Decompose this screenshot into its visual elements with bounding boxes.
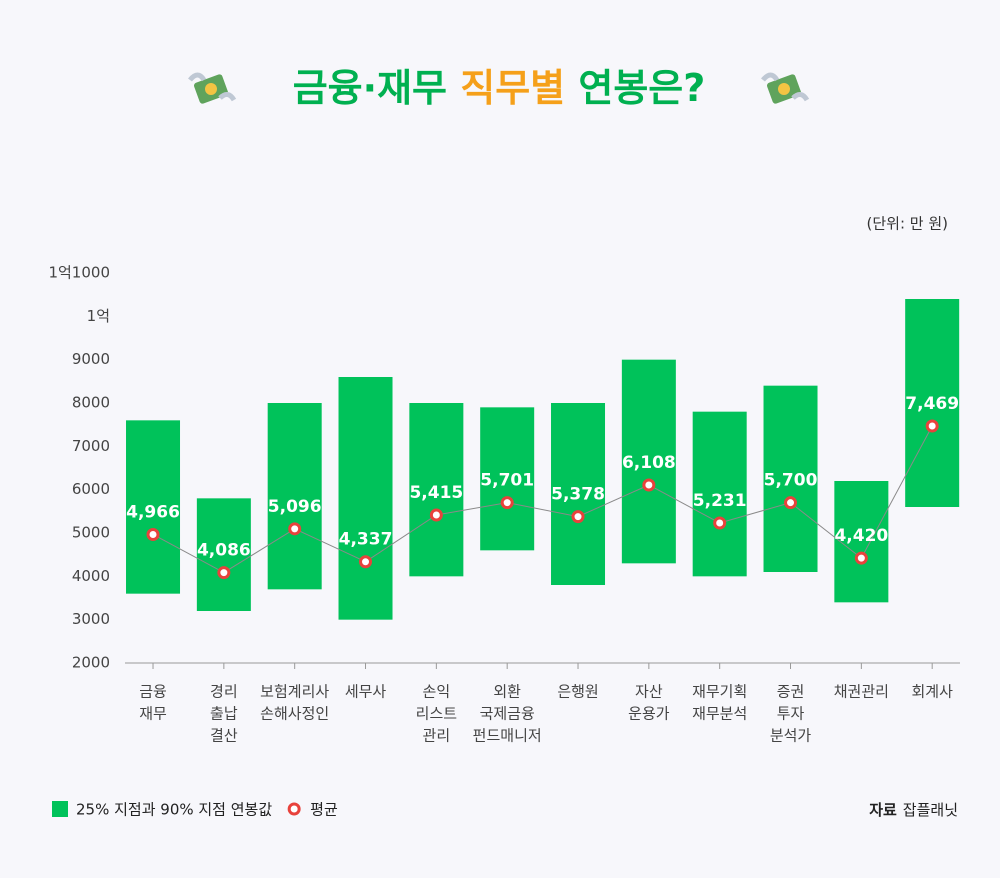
x-tick-label: 회계사 — [911, 683, 953, 701]
x-tick-label: 국제금융 — [480, 705, 535, 723]
x-tick-label: 재무기획 — [692, 683, 747, 701]
y-tick-label: 8000 — [72, 394, 110, 412]
money-icon — [761, 72, 810, 104]
average-point — [925, 419, 939, 433]
x-tick-label: 금융 — [139, 683, 167, 701]
average-point — [571, 510, 585, 524]
average-point — [854, 551, 868, 565]
range-bar — [126, 420, 181, 594]
y-tick-label: 4000 — [72, 567, 110, 585]
title-part: 직무별 — [460, 66, 565, 110]
source: 자료 잡플래닛 — [869, 801, 958, 819]
average-point — [217, 566, 231, 580]
value-label: 6,108 — [622, 453, 676, 473]
y-tick-label: 9000 — [72, 350, 110, 368]
range-bar — [621, 359, 676, 564]
x-tick-label: 재무 — [139, 705, 167, 723]
legend-label: 25% 지점과 90% 지점 연봉값 — [76, 801, 272, 819]
x-tick-label: 외환 — [493, 683, 521, 701]
x-tick-label: 운용가 — [628, 705, 670, 723]
x-tick-label: 분석가 — [770, 727, 812, 745]
x-tick-label: 증권 — [777, 683, 805, 701]
source-label: 자료 — [869, 801, 897, 819]
legend-swatch — [52, 801, 68, 817]
chart-title: 금융·재무 직무별 연봉은? — [293, 66, 706, 110]
range-bar — [692, 411, 747, 577]
x-tick-label: 손해사정인 — [260, 705, 329, 723]
average-point — [642, 478, 656, 492]
y-tick-label: 7000 — [72, 437, 110, 455]
value-label: 4,086 — [197, 541, 251, 561]
average-point — [500, 496, 514, 510]
value-label: 5,701 — [480, 471, 534, 491]
x-tick-label: 은행원 — [557, 683, 598, 701]
average-point — [784, 496, 798, 510]
money-icon — [188, 72, 237, 104]
range-bar — [480, 407, 535, 551]
value-label: 4,337 — [339, 530, 393, 550]
x-tick-label: 재무분석 — [692, 705, 747, 723]
y-tick-label: 6000 — [72, 480, 110, 498]
x-tick-label: 리스트 — [416, 705, 458, 723]
unit-note: (단위: 만 원) — [867, 215, 949, 233]
title-part: 금융·재무 — [293, 66, 461, 110]
average-point — [429, 508, 443, 522]
range-bar — [196, 498, 251, 611]
value-label: 4,966 — [126, 502, 180, 522]
value-label: 5,415 — [409, 483, 463, 503]
range-bar — [905, 299, 960, 507]
x-tick-label: 펀드매니저 — [473, 727, 542, 745]
x-tick-label: 손익 — [423, 683, 451, 701]
value-label: 5,096 — [268, 497, 322, 517]
value-label: 5,378 — [551, 485, 605, 505]
range-bar — [267, 403, 322, 590]
value-label: 5,231 — [693, 491, 747, 511]
range-bar — [834, 481, 889, 603]
range-bar — [338, 377, 393, 620]
value-label: 7,469 — [905, 394, 959, 414]
average-point — [359, 555, 373, 569]
x-tick-label: 자산 — [635, 683, 663, 701]
y-tick-label: 5000 — [72, 524, 110, 542]
y-tick-label: 1억 — [87, 307, 110, 325]
average-point — [713, 516, 727, 530]
y-tick-label: 1억1000 — [48, 264, 110, 282]
value-label: 5,700 — [764, 471, 818, 491]
source-name: 잡플래닛 — [903, 801, 958, 819]
title-part: 연봉은? — [565, 66, 705, 110]
range-bar — [551, 403, 606, 585]
x-tick-label: 경리 — [210, 683, 238, 701]
x-tick-label: 투자 — [777, 705, 805, 723]
average-point — [288, 522, 302, 536]
average-point — [146, 527, 160, 541]
average-line — [152, 425, 933, 574]
legend-swatch — [287, 802, 301, 816]
x-tick-label: 출납 — [210, 705, 238, 723]
x-tick-label: 세무사 — [345, 683, 387, 701]
y-tick-label: 2000 — [72, 654, 110, 672]
range-bar — [763, 385, 818, 572]
value-label: 4,420 — [834, 526, 888, 546]
x-tick-label: 보험계리사 — [260, 683, 329, 701]
x-tick-label: 관리 — [423, 727, 451, 745]
y-tick-label: 3000 — [72, 610, 110, 628]
x-tick-label: 결산 — [210, 727, 238, 745]
x-tick-label: 채권관리 — [834, 683, 889, 701]
range-bar — [409, 403, 464, 577]
plot: 2000 3000 4000 5000 6000 7000 8000 9000 1억 1억1000… — [48, 264, 960, 819]
legend-label: 평균 — [310, 801, 338, 819]
